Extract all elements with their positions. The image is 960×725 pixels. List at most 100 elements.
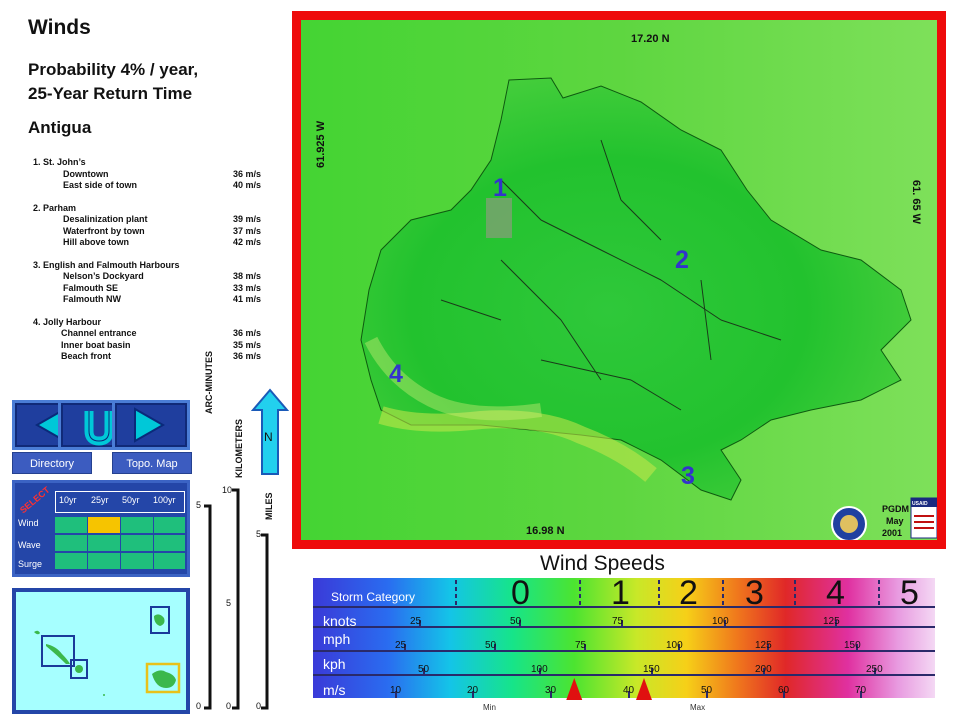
ms-tick: 30 [545,685,557,696]
minimap-box-st-kitts[interactable] [41,635,75,667]
cell-wave-25yr[interactable] [88,535,120,551]
marker-3[interactable]: 3 [681,462,695,490]
site-group: 3. English and Falmouth Harbours Nelson’… [33,260,273,306]
latitude-top-label: 17.20 N [631,33,670,45]
cell-surge-10yr[interactable] [55,553,87,569]
cell-surge-100yr[interactable] [154,553,185,569]
u-turn-icon [84,411,114,446]
arc-tick-5: 5 [196,500,202,510]
marker-4[interactable]: 4 [389,360,403,388]
subtitle-line-2: 25-Year Return Time [28,84,193,103]
site-value: 39 m/s [233,214,262,224]
site-group: 2. Parham Desalinization plant 39 m/s Wat… [33,203,273,249]
site-value: 36 m/s [233,328,262,338]
site-name: Falmouth SE [63,282,119,293]
miles-tick-0: 0 [256,701,262,711]
min-marker [566,678,583,700]
mph-tick: 150 [844,640,861,651]
category-3: 3 [745,574,764,612]
minimap-sea [16,592,186,710]
row-label-wind: Wind [18,518,39,528]
knots-label: knots [323,613,357,629]
site-value: 38 m/s [233,271,262,281]
minimap-antigua [152,670,176,688]
column-header-10yr: 10yr [59,495,77,505]
north-arrow-icon [250,388,290,475]
island-name: Antigua [28,118,92,137]
ms-tick: 10 [390,685,402,696]
cell-wind-100yr[interactable] [154,517,185,533]
site-row: Desalinization plant 39 m/s [33,214,273,226]
cell-wind-10yr[interactable] [55,517,87,533]
site-value: 36 m/s [233,351,262,361]
ms-label: m/s [323,682,346,698]
site-group: 4. Jolly Harbour Channel entrance 36 m/s … [33,317,273,363]
kph-tick: 200 [755,664,772,675]
cell-wind-25yr[interactable] [88,517,120,533]
site-row: East side of town 40 m/s [33,180,273,192]
topo-map-button[interactable]: Topo. Map [112,452,192,474]
minimap-box-nevis[interactable] [70,659,88,679]
st-johns-town [486,198,512,238]
kph-tick: 100 [531,664,548,675]
arc-tick-0: 0 [196,701,202,711]
kph-label: kph [323,656,346,672]
mph-tick: 50 [485,640,497,651]
kph-tick: 150 [643,664,660,675]
minimap-nevis [75,665,83,673]
site-name: Falmouth NW [63,294,121,304]
category-4: 4 [826,574,845,612]
min-label: Min [483,703,496,712]
site-name: Nelson’s Dockyard [63,271,144,281]
minimap-statia [34,630,40,635]
credit-month: May [886,516,904,526]
mph-tick: 75 [575,640,587,651]
kilometers-label: KILOMETERS [234,418,244,478]
coastal-high-wind-zone [378,406,657,482]
site-name: Hill above town [63,237,130,247]
longitude-left-label: 61.925 W [315,120,327,168]
north-arrow-button[interactable]: N [250,388,290,476]
site-value: 36 m/s [233,168,262,179]
minimap-box-barbuda[interactable] [150,606,170,634]
north-label: N [264,430,273,444]
column-header-25yr: 25yr [91,495,109,505]
wind-map[interactable]: 1 2 3 4 17.20 N 16.98 N 61.925 W 61. 65 … [301,20,937,540]
road-network [440,139,782,411]
wind-speed-legend: Storm Category 0 1 2 3 4 5 knots 25 50 7… [313,574,935,712]
category-5: 5 [900,574,919,612]
marker-1[interactable]: 1 [493,174,507,202]
knots-tick: 50 [510,616,522,627]
usaid-logo-band [911,498,937,507]
cell-surge-50yr[interactable] [121,553,153,569]
max-marker [636,678,652,700]
legend-color-ramp [313,578,935,698]
km-tick-10: 10 [222,485,233,495]
site-row: Falmouth SE 33 m/s [33,283,273,295]
cell-wind-50yr[interactable] [121,517,153,533]
ms-tick: 60 [778,685,790,696]
directory-button[interactable]: Directory [12,452,92,474]
category-2: 2 [679,574,698,612]
cell-wave-10yr[interactable] [55,535,87,551]
select-grid: 10yr 25yr 50yr 100yr [55,491,185,573]
knots-tick: 125 [823,616,840,627]
site-name: Desalinization plant [63,214,148,224]
site-heading: 2. Parham [33,202,77,213]
cell-wave-100yr[interactable] [154,535,185,551]
next-button[interactable] [112,400,190,450]
minimap-box-antigua[interactable] [145,662,181,694]
kilometers-bar [232,488,240,710]
marker-2[interactable]: 2 [675,246,689,274]
site-heading: 4. Jolly Harbour [33,316,102,327]
site-row: Falmouth NW 41 m/s [33,294,273,306]
site-list: 1. St. John’s Downtown 36 m/s East side o… [33,157,273,374]
minimap-islands [34,606,181,696]
knots-tick: 25 [410,616,422,627]
site-row: Nelson’s Dockyard 38 m/s [33,271,273,283]
column-header-50yr: 50yr [122,495,140,505]
site-name: Inner boat basin [61,339,131,350]
cell-surge-25yr[interactable] [88,553,120,569]
column-header-row [55,491,185,513]
cell-wave-50yr[interactable] [121,535,153,551]
